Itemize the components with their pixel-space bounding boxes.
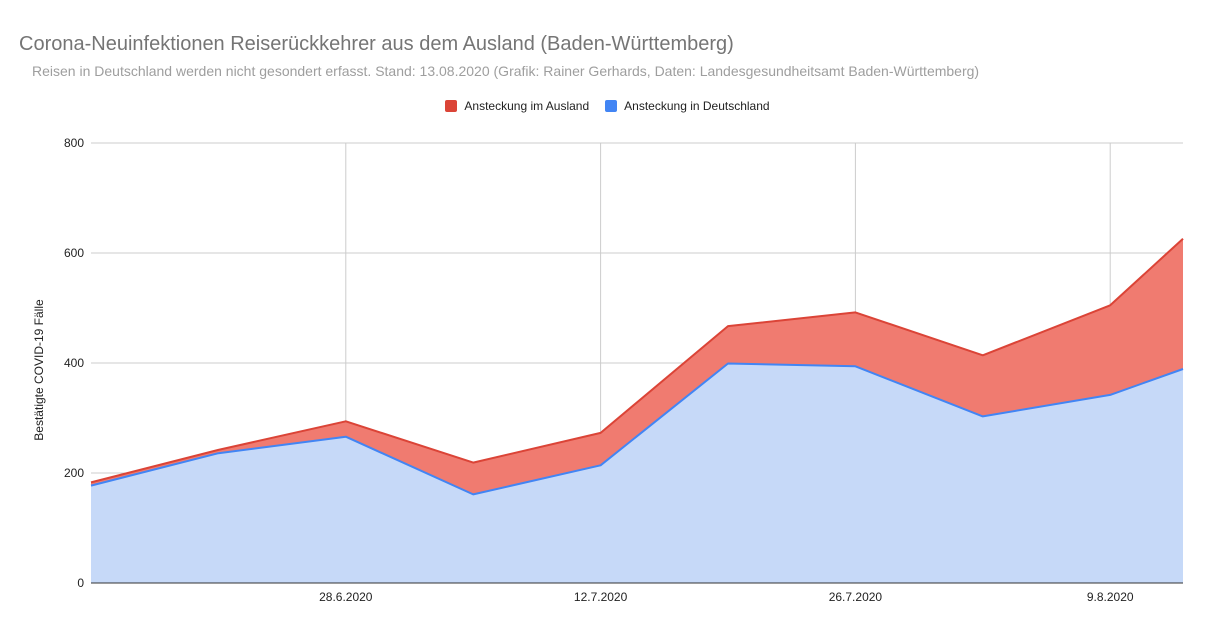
y-tick-label: 0	[77, 576, 84, 590]
area-series-0	[91, 363, 1183, 583]
x-tick-label: 12.7.2020	[574, 590, 628, 604]
legend-swatch-deutschland	[605, 100, 618, 112]
x-tick-label: 9.8.2020	[1087, 590, 1134, 604]
legend: Ansteckung im Ausland Ansteckung in Deut…	[0, 99, 1215, 113]
y-tick-label: 800	[64, 136, 84, 150]
chart-subtitle: Reisen in Deutschland werden nicht geson…	[32, 63, 980, 79]
legend-label-deutschland: Ansteckung in Deutschland	[624, 99, 770, 113]
line-series-1	[90, 237, 1184, 484]
y-tick-label: 400	[64, 356, 84, 370]
legend-swatch-ausland	[445, 100, 458, 112]
x-tick-label: 26.7.2020	[829, 590, 883, 604]
legend-item-deutschland[interactable]: Ansteckung in Deutschland	[605, 99, 770, 113]
legend-label-ausland: Ansteckung im Ausland	[464, 99, 590, 113]
y-tick-label: 200	[64, 466, 84, 480]
line-series-0	[90, 362, 1184, 496]
x-tick-label: 28.6.2020	[319, 590, 373, 604]
y-tick-label: 600	[64, 246, 84, 260]
legend-item-ausland[interactable]: Ansteckung im Ausland	[445, 99, 589, 113]
chart-title: Corona-Neuinfektionen Reiserückkehrer au…	[19, 33, 734, 55]
area-series-1	[91, 238, 1183, 495]
